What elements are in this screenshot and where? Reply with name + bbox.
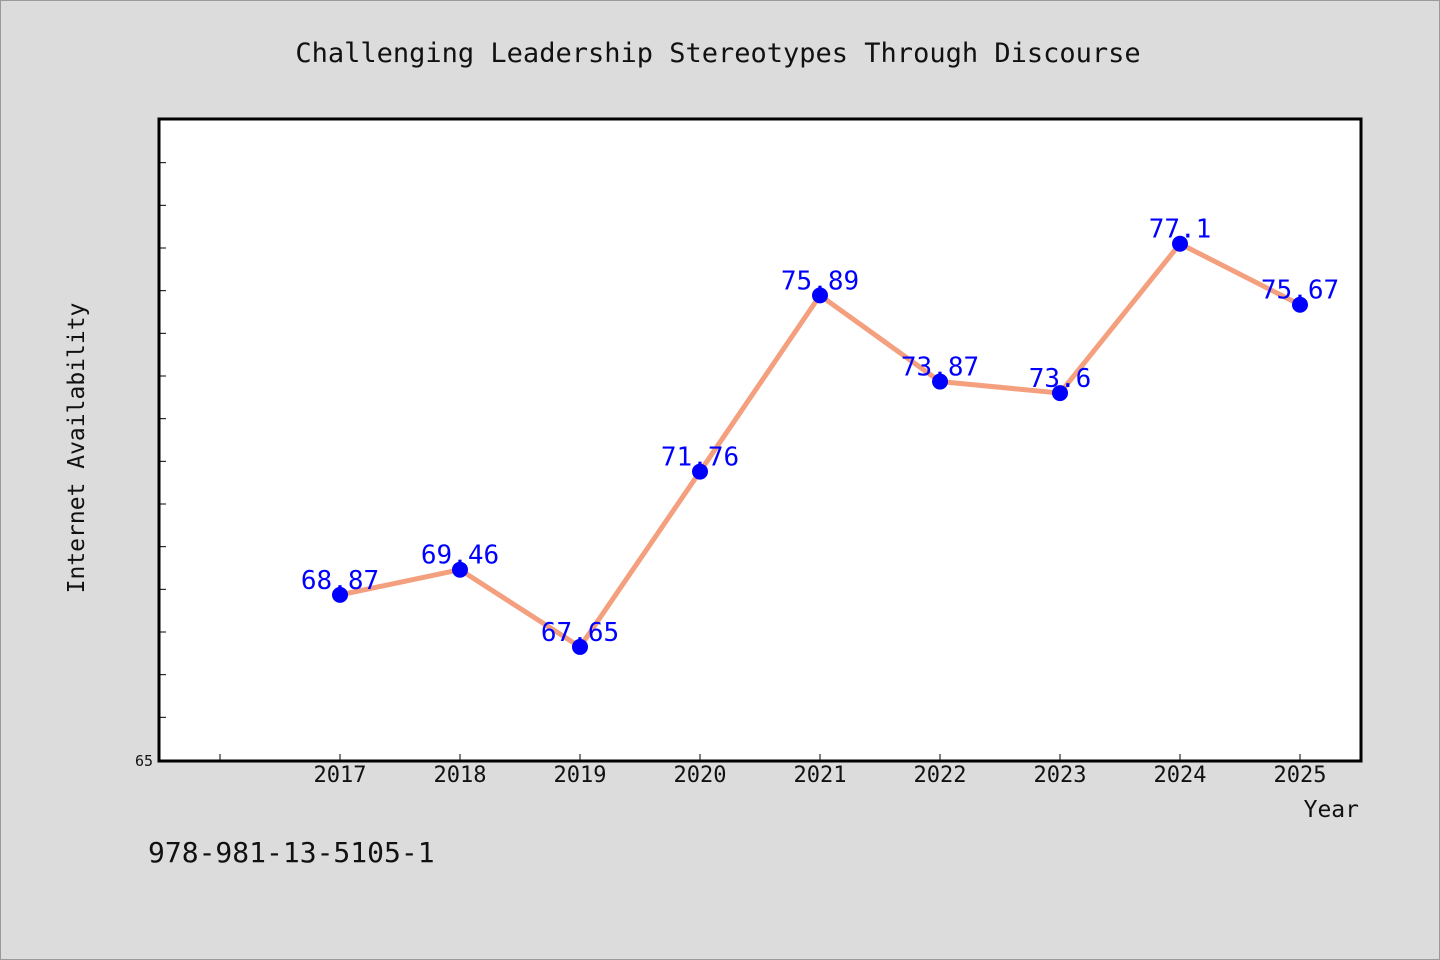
data-point bbox=[1052, 385, 1068, 402]
x-axis-label: Year bbox=[1304, 797, 1359, 823]
isbn-text: 978-981-13-5105-1 bbox=[148, 836, 435, 869]
data-label: 75.67 bbox=[1261, 276, 1339, 306]
plot-area bbox=[157, 117, 1363, 763]
data-label: 75.89 bbox=[781, 266, 859, 296]
data-point bbox=[932, 373, 948, 390]
x-tick-label: 2022 bbox=[914, 763, 967, 788]
data-point bbox=[452, 561, 468, 578]
x-tick-label: 2021 bbox=[794, 763, 847, 788]
x-axis-tick-labels: 2017 2018 2019 2020 2021 2022 2023 2024 2025 bbox=[314, 763, 1327, 788]
y-axis-ticks bbox=[160, 119, 166, 718]
x-tick-label: 2024 bbox=[1154, 763, 1207, 788]
data-point bbox=[1292, 296, 1308, 313]
x-axis-ticks bbox=[219, 754, 1301, 760]
data-label: 68.87 bbox=[301, 566, 379, 596]
data-label: 71.76 bbox=[661, 443, 739, 473]
data-point bbox=[1172, 235, 1188, 252]
data-label: 67.65 bbox=[541, 618, 619, 648]
data-label: 77.1 bbox=[1149, 215, 1212, 245]
data-label: 69.46 bbox=[421, 541, 499, 571]
x-tick-label: 2018 bbox=[434, 763, 487, 788]
data-point bbox=[692, 463, 708, 480]
x-tick-label: 2020 bbox=[674, 763, 727, 788]
series-markers bbox=[332, 235, 1308, 655]
data-labels: 68.87 69.46 67.65 71.76 75.89 73.87 73.6 77.1 75… bbox=[301, 215, 1339, 648]
y-axis-label: Internet Availability bbox=[64, 303, 90, 594]
x-tick-label: 2019 bbox=[554, 763, 607, 788]
chart-title: Challenging Leadership Stereotypes Throu… bbox=[295, 38, 1140, 69]
data-point bbox=[332, 586, 348, 603]
data-point bbox=[572, 638, 588, 655]
data-label: 73.87 bbox=[901, 353, 979, 383]
y-tick-label: 65 bbox=[135, 752, 153, 770]
x-tick-label: 2025 bbox=[1274, 763, 1327, 788]
x-tick-label: 2023 bbox=[1034, 763, 1087, 788]
data-label: 73.6 bbox=[1029, 364, 1092, 394]
data-point bbox=[812, 287, 828, 304]
x-tick-label: 2017 bbox=[314, 763, 367, 788]
